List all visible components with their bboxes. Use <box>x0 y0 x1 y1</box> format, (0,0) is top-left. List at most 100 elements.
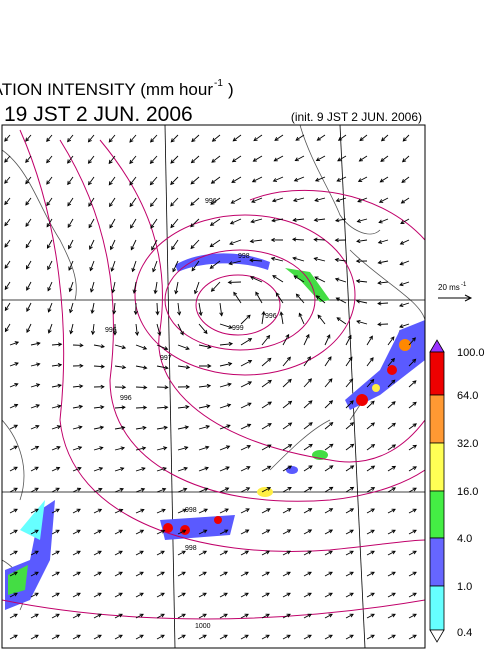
wind-arrow <box>387 444 396 451</box>
colorbar-labels: 100.0 64.0 32.0 16.0 4.0 1.0 0.4 <box>457 347 485 639</box>
wind-arrow <box>366 550 375 556</box>
wind-arrow <box>232 134 242 142</box>
wind-arrow <box>282 613 291 619</box>
wind-arrow-head <box>160 529 166 534</box>
wind-arrow <box>336 317 347 325</box>
wind-arrow <box>129 197 137 207</box>
wind-arrow <box>30 487 39 493</box>
wind-arrow-head <box>308 400 313 405</box>
wind-arrow <box>317 314 326 325</box>
wind-arrow <box>114 467 124 472</box>
wind-arrow <box>345 443 354 451</box>
wind-arrow <box>4 176 11 184</box>
wind-arrow <box>240 445 251 451</box>
wind-arrow-head <box>412 401 417 406</box>
wind-arrow-head <box>412 423 417 428</box>
wind-arrow-head <box>100 344 105 349</box>
wind-arrow <box>156 426 168 430</box>
wind-arrow <box>219 343 233 346</box>
wind-arrow-head <box>370 400 375 405</box>
wind-arrow <box>190 197 200 206</box>
wind-arrow-head <box>77 466 82 471</box>
wind-arrow <box>5 323 11 332</box>
colorbar <box>429 339 445 643</box>
wind-arrow-head <box>34 613 39 618</box>
wind-arrow <box>177 344 190 350</box>
wind-arrow <box>272 197 284 202</box>
wind-arrow <box>229 239 242 245</box>
wind-arrow-head <box>307 378 312 383</box>
wind-arrow-head <box>121 365 127 370</box>
wind-arrow <box>275 292 284 304</box>
wind-arrow-head <box>204 466 209 471</box>
wind-arrow <box>366 400 375 409</box>
wind-arrow-head <box>292 217 297 222</box>
wind-arrow-head <box>161 487 167 492</box>
wind-arrow-head <box>206 383 212 389</box>
wind-arrow <box>316 295 326 304</box>
map-frame <box>1 124 426 649</box>
wind-arrow-head <box>209 264 214 269</box>
wind-arrow-head <box>161 508 166 513</box>
wind-arrow-head <box>350 465 355 470</box>
wind-arrow <box>324 486 333 493</box>
wind-arrow <box>240 314 251 325</box>
wind-arrow <box>51 613 60 619</box>
wind-arrow-head <box>202 613 207 618</box>
wind-arrow <box>88 155 95 164</box>
wind-arrow <box>156 447 167 451</box>
wind-arrow <box>378 260 389 264</box>
wind-arrow-head <box>274 137 279 141</box>
wind-arrow <box>135 613 144 619</box>
wind-arrow-head <box>57 363 63 368</box>
wind-arrow <box>46 197 53 206</box>
wind-arrow <box>177 613 186 619</box>
wind-arrow <box>314 257 326 262</box>
wind-arrow <box>295 134 305 141</box>
wind-arrow <box>408 634 417 640</box>
wind-arrow <box>387 379 396 388</box>
wind-arrow-head <box>348 356 353 361</box>
wind-arrow <box>25 197 32 206</box>
wind-arrow <box>198 550 207 556</box>
reference-label: 20 ms <box>438 283 460 292</box>
wind-arrow <box>345 634 354 640</box>
wind-arrow-head <box>412 444 417 449</box>
wind-arrow-head <box>225 445 231 450</box>
wind-arrow <box>380 155 389 162</box>
wind-arrow-head <box>337 136 343 141</box>
wind-arrow <box>156 550 165 556</box>
wind-arrow-head <box>334 277 340 282</box>
wind-arrow-head <box>313 257 318 262</box>
wind-arrow-head <box>265 571 270 576</box>
wind-arrow <box>156 634 165 640</box>
wind-arrow <box>191 260 200 272</box>
wind-arrow <box>9 445 18 451</box>
wind-arrow-head <box>225 466 230 471</box>
wind-arrow-head <box>349 592 354 597</box>
wind-arrow <box>198 634 207 640</box>
wind-arrow-head <box>55 634 60 639</box>
wind-arrow-head <box>190 159 196 164</box>
wind-arrow-head <box>400 199 406 204</box>
wind-arrow <box>315 176 326 182</box>
wind-arrow <box>93 634 102 640</box>
wind-arrow-head <box>271 218 276 223</box>
wind-arrow-head <box>286 550 291 555</box>
wind-arrow-head <box>261 310 266 316</box>
wind-arrow-head <box>412 550 417 555</box>
wind-arrow <box>293 197 305 202</box>
wind-arrow <box>135 550 144 556</box>
wind-arrow-head <box>25 201 30 206</box>
wind-arrow-head <box>181 592 186 597</box>
wind-arrow <box>356 280 368 283</box>
wind-arrow <box>280 312 284 325</box>
wind-arrow <box>337 155 347 162</box>
wind-arrow-head <box>349 613 354 618</box>
wind-arrow-head <box>190 180 195 185</box>
wind-arrow-head <box>34 466 39 471</box>
wind-arrow <box>366 357 374 367</box>
wind-arrow <box>303 634 312 640</box>
wind-arrow-head <box>57 383 62 388</box>
wind-arrow-head <box>68 287 73 293</box>
